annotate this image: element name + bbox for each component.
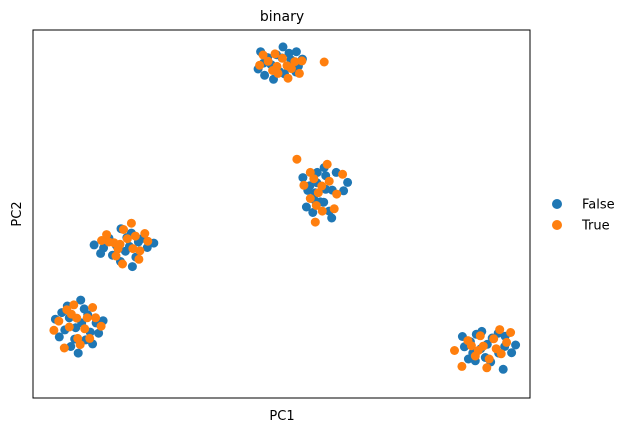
point-false-26 <box>339 186 349 196</box>
point-true-38 <box>104 237 114 247</box>
point-true-67 <box>502 337 512 347</box>
legend-label-true: True <box>581 219 610 234</box>
point-false-46 <box>89 240 99 250</box>
point-false-66 <box>94 328 104 338</box>
point-true-14 <box>297 56 307 66</box>
point-true-36 <box>134 254 144 264</box>
point-true-74 <box>496 349 506 359</box>
point-true-10 <box>270 49 280 59</box>
point-true-72 <box>457 361 467 371</box>
point-true-62 <box>62 305 72 315</box>
point-true-8 <box>319 57 329 67</box>
point-true-12 <box>283 73 293 83</box>
point-true-22 <box>317 206 327 216</box>
point-true-53 <box>96 321 106 331</box>
point-false-91 <box>511 340 521 350</box>
point-false-69 <box>54 332 64 342</box>
point-false-65 <box>73 348 83 358</box>
point-true-77 <box>495 325 505 335</box>
point-true-23 <box>338 169 348 179</box>
point-true-45 <box>122 234 132 244</box>
points-layer <box>49 42 521 374</box>
point-true-48 <box>80 324 90 334</box>
point-true-75 <box>466 341 476 351</box>
point-true-28 <box>317 181 327 191</box>
legend-marker-false <box>552 199 562 209</box>
chart-title: binary <box>260 9 304 25</box>
point-true-61 <box>73 333 83 343</box>
point-true-7 <box>258 50 268 60</box>
point-false-34 <box>343 177 353 187</box>
point-true-78 <box>473 346 483 355</box>
point-false-53 <box>96 248 106 258</box>
point-true-11 <box>255 60 265 70</box>
point-true-17 <box>324 176 334 186</box>
point-true-2 <box>263 56 273 66</box>
point-true-58 <box>49 325 59 335</box>
point-false-3 <box>278 42 288 52</box>
point-true-49 <box>64 322 74 332</box>
legend-label-false: False <box>582 198 615 213</box>
point-true-34 <box>140 229 150 238</box>
point-true-40 <box>111 251 121 261</box>
point-true-50 <box>88 303 98 312</box>
point-false-70 <box>76 295 86 305</box>
point-true-70 <box>450 346 459 355</box>
point-true-19 <box>311 201 321 210</box>
y-axis-label: PC2 <box>10 201 25 226</box>
point-true-60 <box>91 313 101 323</box>
series-true <box>49 49 516 373</box>
point-true-37 <box>126 218 136 228</box>
point-true-73 <box>475 331 485 341</box>
point-false-28 <box>298 173 308 183</box>
point-true-31 <box>119 225 128 234</box>
point-true-55 <box>82 313 92 323</box>
point-false-50 <box>127 262 137 272</box>
point-true-39 <box>143 236 153 246</box>
point-true-13 <box>273 68 283 78</box>
point-true-32 <box>128 244 138 254</box>
point-true-71 <box>506 328 516 337</box>
point-true-3 <box>290 57 300 67</box>
legend-marker-true <box>552 220 562 230</box>
point-true-15 <box>292 154 302 164</box>
point-true-69 <box>489 334 499 344</box>
point-true-27 <box>305 194 315 203</box>
point-true-26 <box>329 204 339 214</box>
point-true-20 <box>299 180 309 190</box>
x-axis-label: PC1 <box>269 409 294 424</box>
point-true-29 <box>310 217 320 227</box>
point-true-21 <box>322 159 332 169</box>
point-true-56 <box>69 300 79 310</box>
point-true-33 <box>102 230 112 240</box>
point-true-54 <box>59 343 69 353</box>
point-true-5 <box>278 53 287 63</box>
point-false-94 <box>498 364 508 374</box>
point-true-9 <box>286 64 296 74</box>
point-true-51 <box>54 316 64 326</box>
point-true-66 <box>484 354 494 364</box>
point-true-57 <box>85 333 95 343</box>
point-false-24 <box>308 208 318 217</box>
point-true-43 <box>97 236 107 245</box>
point-true-24 <box>305 167 315 177</box>
point-false-84 <box>507 348 517 358</box>
point-false-32 <box>327 213 337 223</box>
point-true-76 <box>482 363 492 373</box>
point-true-46 <box>115 239 125 249</box>
point-false-16 <box>291 47 301 57</box>
point-true-41 <box>130 231 140 241</box>
point-false-37 <box>301 202 311 212</box>
point-true-42 <box>118 259 127 269</box>
point-true-25 <box>313 188 323 198</box>
legend: False True <box>552 198 615 234</box>
point-false-4 <box>260 70 270 80</box>
point-true-44 <box>135 246 145 256</box>
point-true-18 <box>332 189 342 199</box>
plot-area <box>32 29 531 399</box>
point-true-6 <box>294 68 304 78</box>
point-false-9 <box>284 48 294 58</box>
